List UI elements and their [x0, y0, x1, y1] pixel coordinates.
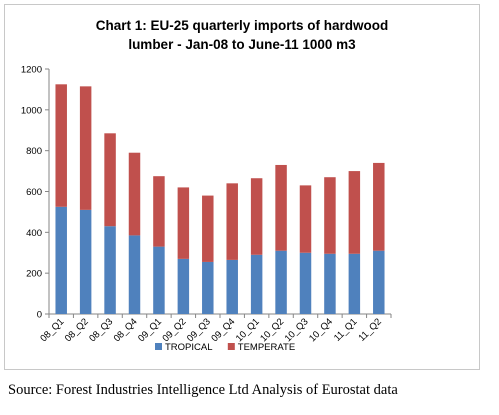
legend-label-temperate: TEMPERATE — [238, 342, 295, 353]
chart-frame: Chart 1: EU-25 quarterly imports of hard… — [4, 4, 480, 370]
x-tick-label: 09_Q3 — [185, 316, 213, 344]
bar-tropical-08-q3 — [104, 226, 116, 314]
bar-temperate-11-q1 — [348, 171, 361, 254]
bar-tropical-10-q2 — [275, 250, 287, 314]
x-tick-label: 11_Q2 — [356, 316, 383, 343]
bar-temperate-11-q2 — [373, 162, 385, 251]
bar-temperate-10-q4 — [324, 177, 336, 254]
bar-tropical-09-q1 — [153, 246, 165, 314]
bar-tropical-08-q1 — [55, 206, 67, 314]
bar-temperate-09-q4 — [226, 183, 238, 260]
bar-tropical-11-q1 — [348, 253, 361, 314]
bar-tropical-10-q1 — [250, 254, 263, 314]
x-tick-label: 09_Q2 — [161, 316, 189, 344]
bar-temperate-08-q1 — [55, 84, 67, 207]
y-tick-label: 400 — [26, 228, 42, 239]
bar-temperate-09-q3 — [202, 195, 214, 262]
x-tick-label: 10_Q2 — [258, 316, 286, 344]
bar-tropical-08-q4 — [128, 235, 141, 314]
bar-tropical-10-q3 — [299, 252, 312, 314]
x-tick-label: 08_Q3 — [87, 316, 115, 344]
chart-title-line-2: lumber - Jan-08 to June-11 1000 m3 — [128, 37, 356, 52]
bar-tropical-11-q2 — [373, 250, 385, 314]
x-tick-label: 09_Q4 — [209, 316, 237, 344]
bar-tropical-09-q3 — [202, 261, 214, 314]
x-tick-label: 10_Q3 — [283, 316, 311, 344]
x-tick-label: 08_Q1 — [38, 316, 66, 344]
y-tick-label: 200 — [26, 269, 42, 280]
bar-temperate-08-q2 — [79, 86, 92, 210]
bar-temperate-08-q4 — [128, 152, 141, 236]
bar-temperate-08-q3 — [104, 133, 116, 227]
chart-plot: 0 200 400 600 800 1000 1200 08_Q108_Q208_Q308_Q… — [21, 65, 392, 353]
x-tick-label: 11_Q1 — [332, 316, 359, 343]
bar-temperate-10-q1 — [250, 178, 263, 255]
legend-label-tropical: TROPICAL — [165, 342, 213, 353]
legend-swatch-tropical — [155, 343, 162, 350]
bar-temperate-10-q2 — [275, 164, 287, 251]
legend-swatch-temperate — [227, 343, 235, 350]
chart-title-line-1: Chart 1: EU-25 quarterly imports of hard… — [95, 18, 389, 33]
bar-tropical-09-q2 — [177, 258, 190, 314]
bar-tropical-10-q4 — [324, 253, 336, 314]
bar-tropical-09-q4 — [226, 259, 238, 314]
x-tick-label: 09_Q1 — [136, 316, 164, 344]
y-tick-label: 800 — [26, 146, 42, 157]
x-tick-label: 10_Q4 — [307, 316, 335, 344]
bar-temperate-09-q2 — [177, 187, 190, 259]
x-tick-label: 08_Q2 — [63, 316, 91, 344]
y-tick-label: 600 — [26, 187, 42, 198]
y-tick-label: 0 — [37, 310, 42, 321]
x-tick-label: 10_Q1 — [234, 316, 262, 344]
source-note: Source: Forest Industries Intelligence L… — [8, 382, 398, 398]
bar-temperate-10-q3 — [299, 185, 312, 253]
x-tick-label: 08_Q4 — [112, 316, 140, 344]
bar-tropical-08-q2 — [79, 209, 92, 314]
y-tick-label: 1200 — [21, 65, 42, 76]
bar-temperate-09-q1 — [153, 176, 165, 247]
y-tick-label: 1000 — [21, 105, 42, 116]
